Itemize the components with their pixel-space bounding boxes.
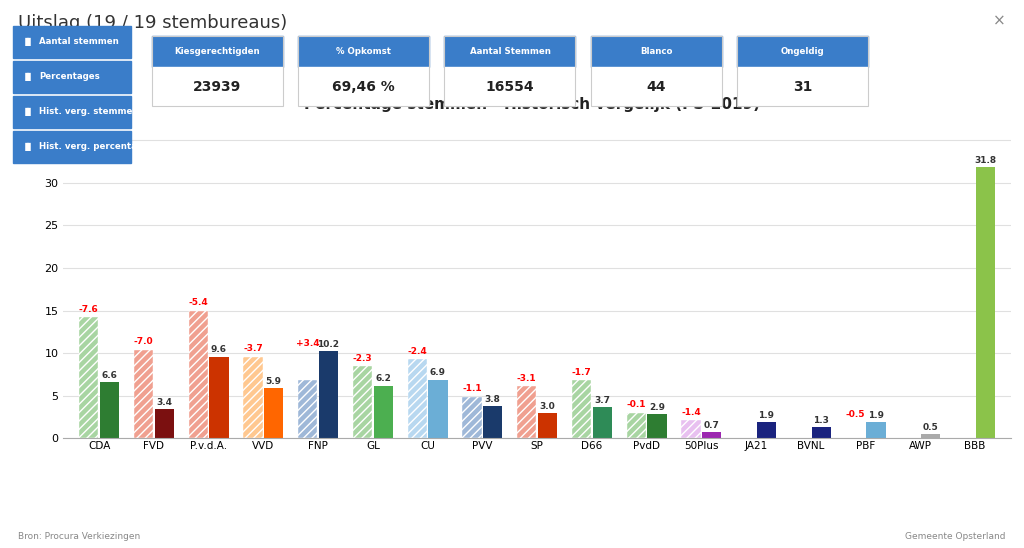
Text: Aantal Stemmen: Aantal Stemmen [470,47,550,56]
Text: 0.7: 0.7 [703,421,720,430]
Text: -1.4: -1.4 [681,408,700,417]
Text: ×: × [993,14,1006,28]
Bar [922,434,940,438]
Bar [571,380,591,438]
Text: -7.0: -7.0 [133,338,154,346]
Text: Kiesgerechtigden: Kiesgerechtigden [174,47,260,56]
Text: 6.9: 6.9 [430,368,446,378]
Text: -2.3: -2.3 [352,353,373,363]
Text: % Opkomst: % Opkomst [336,47,391,56]
Bar [593,407,611,438]
Bar [428,380,447,438]
Bar [264,388,284,438]
Bar [681,420,700,438]
Bar [155,409,174,438]
Text: 1.3: 1.3 [813,416,829,425]
Text: +3.4: +3.4 [296,339,319,348]
Text: -3.1: -3.1 [517,374,537,383]
Bar [647,414,667,438]
Text: 3.0: 3.0 [540,402,555,410]
Text: ▐▌: ▐▌ [22,37,35,46]
Text: -2.4: -2.4 [408,347,427,356]
Text: Percentage stemmen - Historisch vergelijk (PS-2019): Percentage stemmen - Historisch vergelij… [304,98,761,112]
Text: Hist. verg. stemmen: Hist. verg. stemmen [39,107,138,116]
Bar [812,427,830,438]
Bar [374,386,393,438]
Text: 31.8: 31.8 [975,156,996,165]
Text: -7.6: -7.6 [79,305,98,314]
Text: Blanco: Blanco [640,47,673,56]
Text: -0.1: -0.1 [627,401,646,409]
Bar [517,386,537,438]
Bar [244,357,262,438]
Text: 31: 31 [794,79,812,94]
Text: 10.2: 10.2 [317,340,340,349]
Bar [209,357,228,438]
Bar [757,422,776,438]
Text: Aantal stemmen: Aantal stemmen [39,37,119,46]
Text: 9.6: 9.6 [211,345,227,355]
Bar [318,351,338,438]
Text: 3.7: 3.7 [594,396,610,405]
Text: -1.1: -1.1 [462,384,481,393]
Text: 1.9: 1.9 [759,411,774,420]
Text: 23939: 23939 [193,79,242,94]
Bar [538,413,557,438]
Text: Percentages: Percentages [39,72,99,81]
Text: 0.5: 0.5 [923,423,939,432]
Text: 6.6: 6.6 [101,371,118,380]
Bar [79,317,98,438]
Text: -0.5: -0.5 [846,410,865,419]
Text: -3.7: -3.7 [243,344,263,353]
Text: -1.7: -1.7 [571,368,591,377]
Bar [100,382,119,438]
Bar [188,311,208,438]
Bar [463,397,481,438]
Text: 1.9: 1.9 [868,411,884,420]
Text: ▐▌: ▐▌ [22,107,35,116]
Text: 16554: 16554 [485,79,535,94]
Text: 44: 44 [646,79,667,94]
Bar [408,359,427,438]
Bar [976,167,995,438]
Text: 5.9: 5.9 [266,377,282,386]
Text: ▐▌: ▐▌ [22,72,35,81]
Bar [627,413,646,438]
Text: Bron: Procura Verkiezingen: Bron: Procura Verkiezingen [18,533,140,541]
Text: Gemeente Opsterland: Gemeente Opsterland [905,533,1006,541]
Text: 3.8: 3.8 [484,395,501,404]
Text: 2.9: 2.9 [649,403,665,412]
Text: Hist. verg. percentages: Hist. verg. percentages [39,142,154,151]
Bar [866,422,886,438]
Text: -5.4: -5.4 [188,298,208,307]
Bar [483,406,503,438]
Text: Uitslag (19 / 19 stembureaus): Uitslag (19 / 19 stembureaus) [18,14,288,32]
Text: ▐▌: ▐▌ [22,142,35,151]
Text: 6.2: 6.2 [376,374,391,384]
Text: 69,46 %: 69,46 % [332,79,395,94]
Bar [702,432,721,438]
Text: 3.4: 3.4 [157,398,172,407]
Text: Ongeldig: Ongeldig [781,47,824,56]
Bar [134,350,153,438]
Bar [298,380,317,438]
Bar [353,366,372,438]
